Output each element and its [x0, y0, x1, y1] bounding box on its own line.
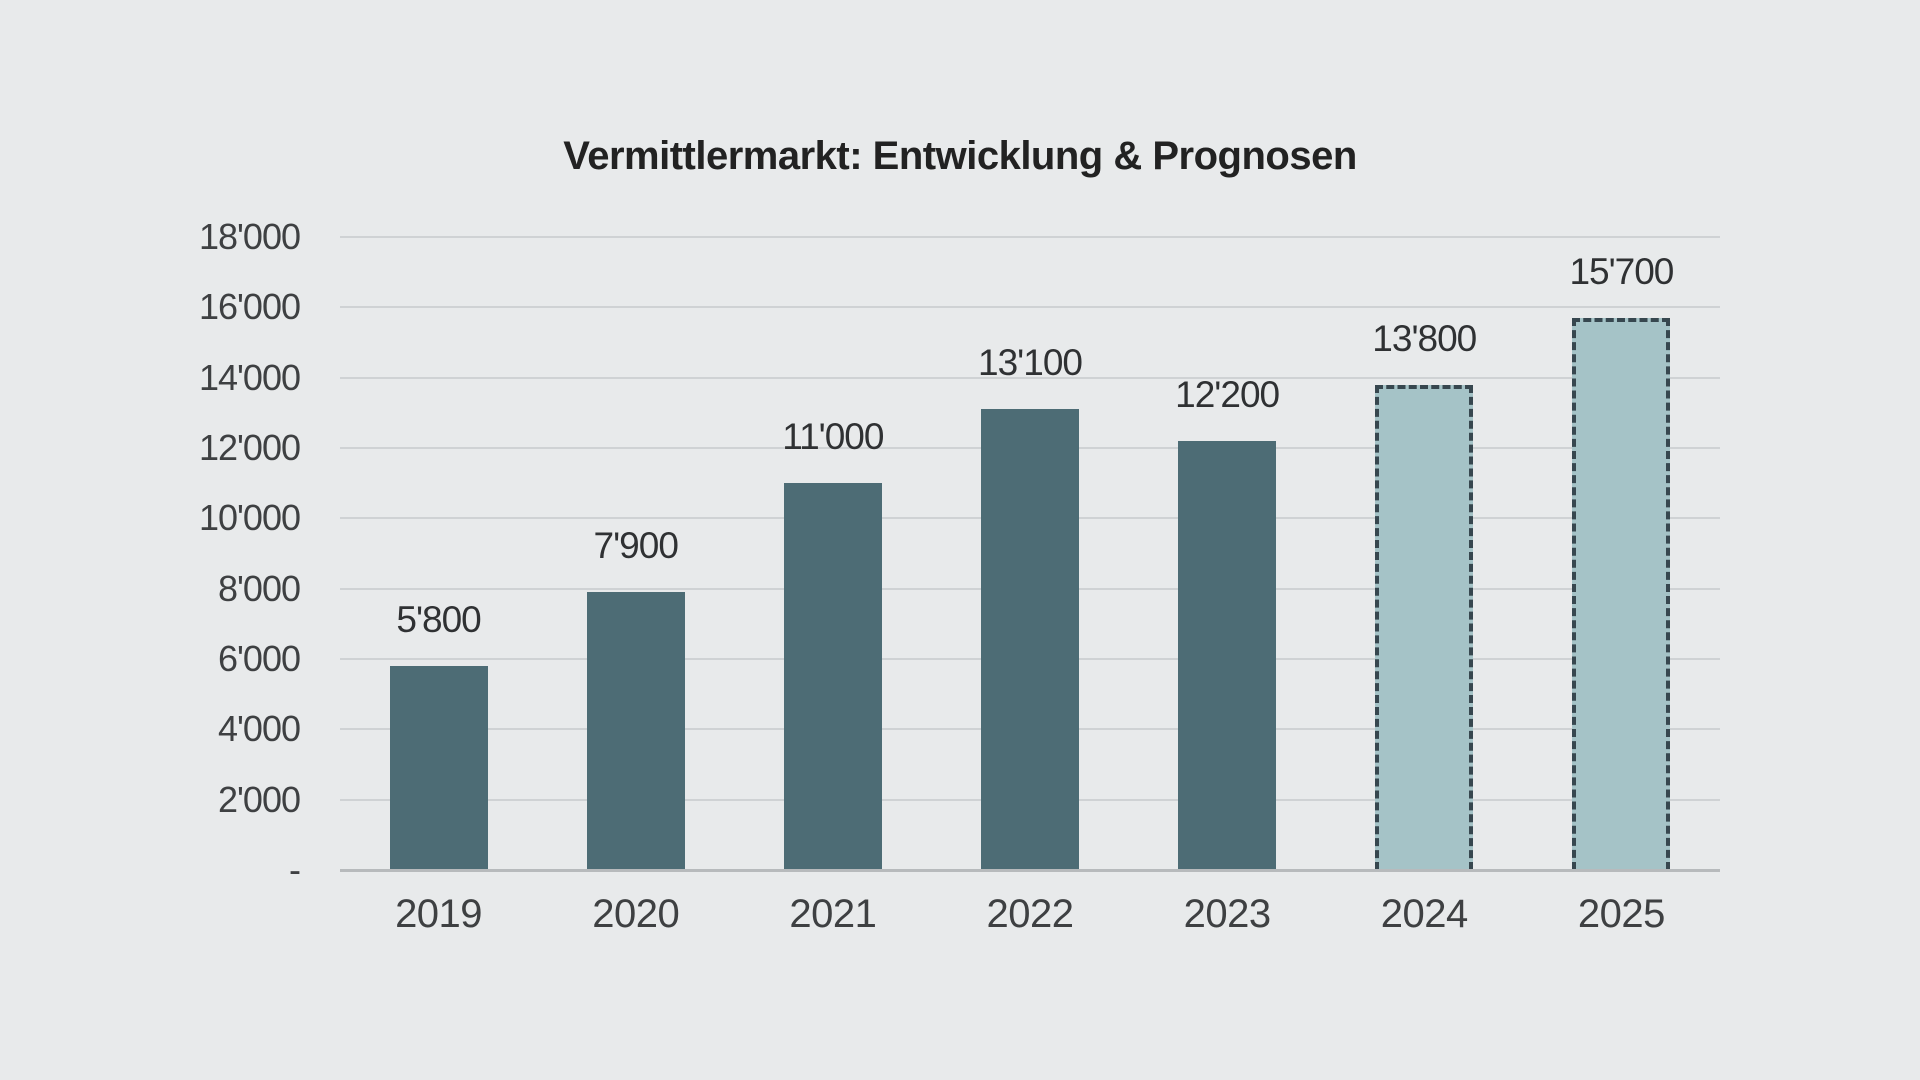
bar-2022: [981, 409, 1079, 870]
y-axis-tick-label: 2'000: [218, 778, 301, 820]
x-axis-tick-label: 2024: [1380, 892, 1468, 936]
x-axis-tick-label: 2019: [395, 892, 483, 936]
y-axis-tick-label: -: [289, 849, 301, 890]
bar-2020: [586, 592, 685, 870]
bar-value-label: 12'200: [1175, 374, 1280, 415]
bar-value-label: 13'100: [978, 342, 1083, 383]
bar-value-label: 7'900: [593, 525, 679, 566]
bar-2025: [1572, 318, 1671, 870]
y-axis-tick-label: 12'000: [199, 427, 301, 468]
chart-title: Vermittlermarkt: Entwicklung & Prognosen: [563, 134, 1357, 178]
x-axis-line: [340, 869, 1720, 872]
x-axis-tick-label: 2022: [986, 892, 1074, 936]
y-axis-tick-label: 4'000: [218, 708, 301, 750]
x-axis-tick-label: 2021: [789, 892, 877, 936]
y-axis-tick-label: 10'000: [199, 497, 301, 539]
bar-2023: [1178, 441, 1277, 870]
bar-value-label: 15'700: [1569, 251, 1674, 292]
gridline: [340, 306, 1720, 309]
bar-2024: [1375, 385, 1474, 870]
y-axis-tick-label: 6'000: [218, 638, 301, 679]
x-axis-tick-label: 2025: [1577, 892, 1665, 936]
y-axis-tick-label: 18'000: [199, 216, 301, 257]
y-axis-tick-label: 8'000: [218, 567, 301, 609]
y-axis-tick-label: 16'000: [199, 286, 301, 328]
x-axis-tick-label: 2023: [1183, 892, 1271, 936]
bar-2021: [783, 483, 882, 870]
bar-value-label: 5'800: [396, 599, 481, 640]
y-axis-tick-label: 14'000: [199, 356, 301, 398]
bar-value-label: 11'000: [782, 416, 884, 457]
bar-value-label: 13'800: [1372, 318, 1477, 359]
gridline: [340, 236, 1720, 238]
x-axis-tick-label: 2020: [592, 892, 680, 936]
bar-2019: [389, 666, 488, 870]
gridline: [340, 376, 1720, 379]
